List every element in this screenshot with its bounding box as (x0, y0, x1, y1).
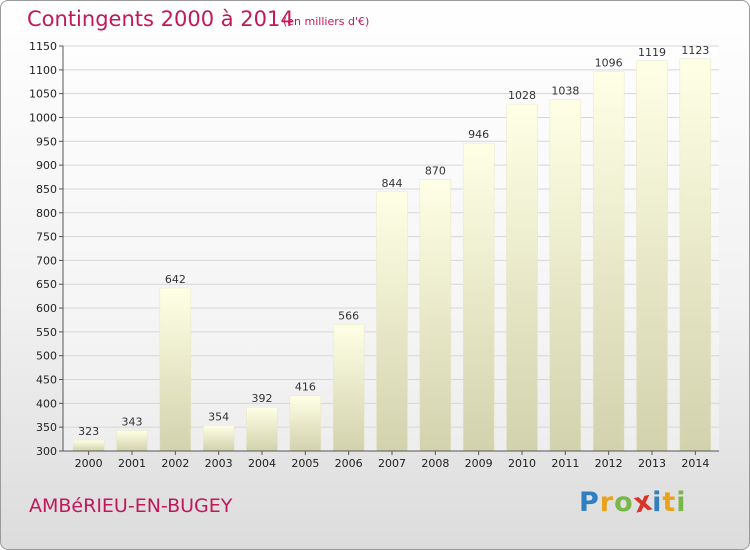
y-tick-label: 1150 (29, 40, 57, 53)
x-tick-label: 2009 (465, 457, 493, 470)
y-tick-label: 1100 (29, 64, 57, 77)
logo-letter: i (676, 487, 687, 518)
x-tick-label: 2011 (551, 457, 579, 470)
y-tick-label: 1050 (29, 88, 57, 101)
bar (332, 324, 365, 452)
y-tick-label: 650 (36, 278, 57, 291)
x-tick-label: 2010 (508, 457, 536, 470)
bar-value-label: 946 (468, 128, 489, 141)
bars: 323 343 642 354 392 416 566 844 870 946 1028 1038 10… (72, 44, 712, 452)
x-tick-label: 2000 (75, 457, 103, 470)
x-tick-label: 2012 (595, 457, 623, 470)
bar-value-label: 642 (165, 273, 186, 286)
axes: 300 350 400 450 500 550 600 650 700 750 800 850 900 9… (29, 40, 719, 470)
x-tick-label: 2006 (335, 457, 363, 470)
bar (506, 103, 538, 452)
y-tick-label: 750 (36, 231, 57, 244)
logo-letter: r (599, 487, 615, 518)
bar (549, 99, 582, 452)
logo-letter: t (662, 487, 677, 518)
bar-value-label: 343 (122, 416, 143, 429)
bar (72, 439, 105, 452)
bar (592, 71, 625, 452)
x-tick-label: 2002 (161, 457, 189, 470)
y-tick-label: 400 (36, 397, 57, 410)
y-tick-label: 850 (36, 183, 57, 196)
bar (289, 395, 322, 452)
y-tick-label: 1000 (29, 111, 57, 124)
bar (376, 191, 408, 452)
x-tick-label: 2004 (248, 457, 276, 470)
bar (419, 179, 452, 452)
bar-value-label: 354 (208, 410, 229, 423)
x-tick-label: 2005 (291, 457, 319, 470)
y-tick-label: 350 (36, 421, 57, 434)
city-name: AMBéRIEU-EN-BUGEY (29, 495, 233, 517)
proxiti-logo: Proxiti (579, 485, 687, 519)
bar (159, 287, 192, 452)
bar (246, 406, 278, 452)
logo-letter: P (579, 487, 600, 518)
chart-title: Contingents 2000 à 2014 (27, 7, 294, 31)
y-tick-label: 500 (36, 350, 57, 363)
bar (679, 58, 712, 452)
bar-value-label: 1119 (638, 46, 666, 59)
bar (462, 142, 495, 452)
logo-letter: i (652, 487, 663, 518)
y-tick-label: 900 (36, 159, 57, 172)
bar (116, 430, 148, 452)
x-tick-label: 2003 (205, 457, 233, 470)
logo-letter: o (614, 487, 634, 518)
bar-value-label: 392 (252, 392, 273, 405)
bar (202, 425, 235, 452)
chart-subtitle: (en milliers d'€) (283, 15, 370, 28)
bar-value-label: 1038 (551, 84, 579, 97)
bar-value-label: 416 (295, 381, 316, 394)
y-tick-label: 600 (36, 302, 57, 315)
x-tick-label: 2001 (118, 457, 146, 470)
bar-value-label: 870 (425, 164, 446, 177)
x-tick-label: 2013 (638, 457, 666, 470)
bar-value-label: 566 (338, 309, 359, 322)
bar-value-label: 844 (382, 177, 403, 190)
y-tick-label: 300 (36, 445, 57, 458)
y-tick-label: 800 (36, 207, 57, 220)
x-tick-label: 2008 (421, 457, 449, 470)
y-tick-label: 950 (36, 135, 57, 148)
bar-value-label: 1096 (595, 57, 623, 70)
bar (636, 60, 668, 452)
bar-value-label: 1028 (508, 89, 536, 102)
bar-value-label: 323 (78, 425, 99, 438)
bar-value-label: 1123 (681, 44, 709, 57)
x-tick-label: 2007 (378, 457, 406, 470)
x-tick-label: 2014 (681, 457, 709, 470)
y-tick-label: 550 (36, 326, 57, 339)
y-tick-label: 450 (36, 374, 57, 387)
y-tick-label: 700 (36, 254, 57, 267)
